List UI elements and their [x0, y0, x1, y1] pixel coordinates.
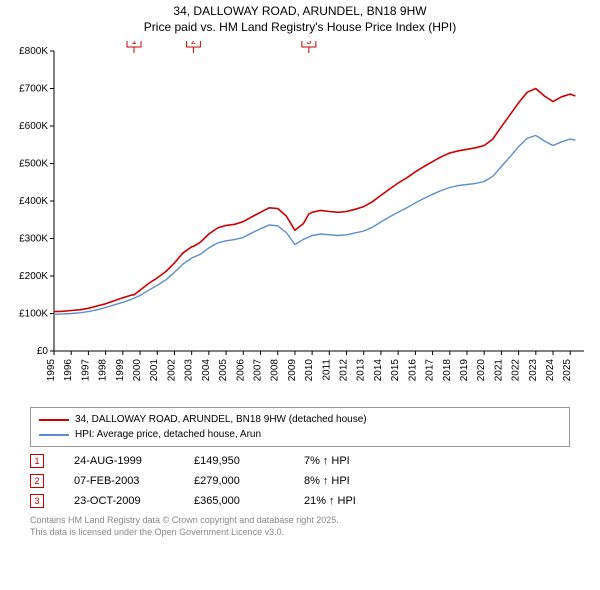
x-tick-label: 2000	[132, 359, 143, 382]
y-tick-label: £300K	[19, 234, 48, 245]
y-tick-label: £0	[37, 346, 49, 357]
footer-attribution: Contains HM Land Registry data © Crown c…	[30, 515, 570, 538]
sale-marker-2: 2	[186, 41, 200, 53]
sales-row: 1 24-AUG-1999 £149,950 7%↑HPI	[30, 451, 570, 471]
figure-root: 34, DALLOWAY ROAD, ARUNDEL, BN18 9HW Pri…	[0, 0, 600, 590]
footer-line-2: This data is licensed under the Open Gov…	[30, 527, 570, 539]
legend-label: 34, DALLOWAY ROAD, ARUNDEL, BN18 9HW (de…	[75, 412, 367, 427]
sale-marker-1: 1	[127, 41, 141, 53]
title-line-2: Price paid vs. HM Land Registry's House …	[0, 20, 600, 36]
x-tick-label: 2017	[425, 359, 436, 382]
y-tick-label: £800K	[19, 46, 48, 57]
x-tick-label: 2006	[235, 359, 246, 382]
x-tick-label: 2010	[304, 359, 315, 382]
x-tick-label: 2005	[218, 359, 229, 382]
y-tick-label: £400K	[19, 196, 48, 207]
chart-area: £0 £100K £200K £300K £400K £500K £600K £700K £80…	[8, 41, 592, 401]
x-tick-label: 1998	[98, 359, 109, 382]
sales-table: 1 24-AUG-1999 £149,950 7%↑HPI 2 07-FEB-2003 £2…	[30, 451, 570, 511]
y-tick-label: £600K	[19, 121, 48, 132]
sales-marker-box: 1	[30, 454, 44, 468]
svg-text:3: 3	[306, 41, 311, 46]
legend-swatch	[39, 434, 69, 436]
legend-swatch	[39, 419, 69, 421]
x-tick-label: 2007	[252, 359, 263, 382]
x-tick-label: 1999	[115, 359, 126, 382]
sale-marker-3: 3	[302, 41, 316, 53]
series-price_paid	[54, 89, 575, 312]
x-tick-label: 2016	[407, 359, 418, 382]
title-block: 34, DALLOWAY ROAD, ARUNDEL, BN18 9HW Pri…	[0, 0, 600, 37]
x-tick-label: 2022	[511, 359, 522, 382]
x-tick-label: 2025	[562, 359, 573, 382]
sales-date: 07-FEB-2003	[74, 475, 164, 487]
x-tick-label: 2018	[442, 359, 453, 382]
legend-row: 34, DALLOWAY ROAD, ARUNDEL, BN18 9HW (de…	[39, 412, 561, 427]
sales-price: £279,000	[194, 475, 274, 487]
y-tick-label: £100K	[19, 309, 48, 320]
legend-label: HPI: Average price, detached house, Arun	[75, 427, 261, 442]
sales-row: 2 07-FEB-2003 £279,000 8%↑HPI	[30, 471, 570, 491]
y-tick-label: £500K	[19, 159, 48, 170]
x-tick-label: 2008	[270, 359, 281, 382]
x-tick-label: 2002	[166, 359, 177, 382]
x-tick-label: 2009	[287, 359, 298, 382]
x-tick-label: 2014	[373, 359, 384, 382]
x-tick-label: 2015	[390, 359, 401, 382]
arrow-up-icon: ↑	[323, 475, 329, 487]
series-hpi	[54, 136, 575, 315]
sales-marker-box: 3	[30, 494, 44, 508]
svg-text:2: 2	[191, 41, 196, 46]
sales-date: 23-OCT-2009	[74, 495, 164, 507]
x-tick-label: 1995	[46, 359, 57, 382]
sales-pct: 7%↑HPI	[304, 455, 374, 467]
x-tick-label: 2012	[339, 359, 350, 382]
sales-price: £149,950	[194, 455, 274, 467]
sales-pct: 8%↑HPI	[304, 475, 374, 487]
x-tick-label: 2013	[356, 359, 367, 382]
legend-row: HPI: Average price, detached house, Arun	[39, 427, 561, 442]
chart-svg: £0 £100K £200K £300K £400K £500K £600K £700K £80…	[8, 41, 592, 401]
sales-price: £365,000	[194, 495, 274, 507]
svg-text:1: 1	[132, 41, 137, 46]
x-tick-label: 1997	[80, 359, 91, 382]
x-tick-label: 2024	[545, 359, 556, 382]
title-line-1: 34, DALLOWAY ROAD, ARUNDEL, BN18 9HW	[0, 4, 600, 20]
sales-row: 3 23-OCT-2009 £365,000 21%↑HPI	[30, 491, 570, 511]
x-tick-label: 2003	[184, 359, 195, 382]
y-tick-label: £200K	[19, 271, 48, 282]
sales-marker-box: 2	[30, 474, 44, 488]
x-tick-label: 2021	[493, 359, 504, 382]
x-tick-label: 2011	[321, 359, 332, 381]
sales-date: 24-AUG-1999	[74, 455, 164, 467]
arrow-up-icon: ↑	[323, 455, 329, 467]
sales-pct: 21%↑HPI	[304, 495, 374, 507]
x-tick-label: 1996	[63, 359, 74, 382]
footer-line-1: Contains HM Land Registry data © Crown c…	[30, 515, 570, 527]
x-tick-label: 2020	[476, 359, 487, 382]
x-tick-label: 2019	[459, 359, 470, 382]
x-tick-label: 2023	[528, 359, 539, 382]
arrow-up-icon: ↑	[329, 495, 335, 507]
y-tick-label: £700K	[19, 84, 48, 95]
legend-box: 34, DALLOWAY ROAD, ARUNDEL, BN18 9HW (de…	[30, 407, 570, 447]
x-tick-label: 2004	[201, 359, 212, 382]
x-tick-label: 2001	[149, 359, 160, 382]
